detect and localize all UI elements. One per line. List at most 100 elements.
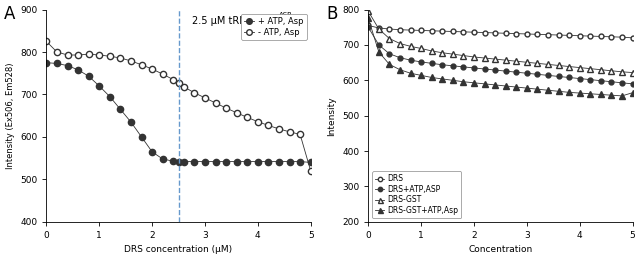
DRS-GST [618, 70, 626, 73]
+ ATP, Asp [190, 160, 198, 163]
+ ATP, Asp [254, 160, 262, 163]
Y-axis label: Intensity (Ex506, Em528): Intensity (Ex506, Em528) [6, 62, 15, 169]
+ ATP, Asp [159, 158, 167, 161]
DRS [470, 31, 478, 34]
- ATP, Asp [254, 120, 262, 123]
DRS+ATP,ASP [491, 68, 499, 72]
DRS-GST+ATP,Asp [608, 94, 615, 97]
DRS [375, 27, 383, 30]
+ ATP, Asp [106, 95, 113, 98]
DRS+ATP,ASP [428, 62, 435, 65]
+ ATP, Asp [222, 160, 230, 163]
Line: DRS-GST: DRS-GST [365, 9, 635, 75]
- ATP, Asp [201, 96, 209, 99]
DRS-GST [396, 42, 404, 45]
DRS-GST [449, 53, 456, 56]
DRS-GST [460, 54, 467, 57]
DRS-GST [544, 63, 552, 66]
DRS+ATP,ASP [502, 70, 510, 73]
X-axis label: Concentration: Concentration [469, 245, 533, 255]
DRS+ATP,ASP [365, 26, 372, 29]
DRS [365, 24, 372, 27]
DRS+ATP,ASP [417, 60, 425, 63]
+ ATP, Asp [275, 160, 283, 163]
DRS-GST [576, 66, 583, 69]
+ ATP, Asp [74, 68, 82, 72]
X-axis label: DRS concentration (μM): DRS concentration (μM) [124, 245, 233, 255]
DRS-GST+ATP,Asp [491, 83, 499, 87]
- ATP, Asp [85, 53, 92, 56]
DRS+ATP,ASP [576, 77, 583, 80]
- ATP, Asp [169, 78, 177, 81]
DRS-GST+ATP,Asp [375, 50, 383, 54]
DRS+ATP,ASP [597, 79, 604, 82]
DRS [502, 32, 510, 35]
Text: ASP: ASP [279, 12, 292, 18]
DRS [597, 35, 604, 38]
Legend: + ATP, Asp, - ATP, Asp: + ATP, Asp, - ATP, Asp [241, 14, 306, 40]
- ATP, Asp [296, 133, 304, 136]
+ ATP, Asp [169, 160, 177, 163]
DRS-GST+ATP,Asp [597, 93, 604, 96]
DRS [386, 28, 394, 31]
DRS [449, 30, 456, 33]
DRS-GST+ATP,Asp [587, 92, 594, 95]
- ATP, Asp [159, 73, 167, 76]
DRS [565, 34, 573, 37]
DRS-GST [597, 68, 604, 71]
DRS-GST [438, 51, 446, 54]
DRS [512, 32, 520, 35]
DRS-GST [481, 56, 488, 60]
DRS-GST [523, 61, 531, 64]
DRS [481, 31, 488, 34]
+ ATP, Asp [180, 160, 188, 163]
+ ATP, Asp [286, 160, 294, 163]
Line: + ATP, Asp: + ATP, Asp [43, 60, 314, 166]
Line: DRS-GST+ATP,Asp: DRS-GST+ATP,Asp [365, 16, 635, 99]
+ ATP, Asp [96, 84, 103, 88]
- ATP, Asp [265, 124, 272, 127]
DRS-GST [428, 49, 435, 53]
+ ATP, Asp [148, 150, 156, 153]
DRS-GST+ATP,Asp [576, 92, 583, 95]
+ ATP, Asp [63, 64, 71, 67]
+ ATP, Asp [201, 160, 209, 163]
DRS-GST+ATP,Asp [629, 91, 637, 94]
DRS-GST [629, 71, 637, 74]
- ATP, Asp [190, 91, 198, 94]
DRS+ATP,ASP [587, 78, 594, 81]
DRS [460, 30, 467, 34]
DRS+ATP,ASP [533, 73, 541, 76]
DRS-GST+ATP,Asp [481, 82, 488, 86]
Text: 2.5 μM tRNA: 2.5 μM tRNA [192, 16, 253, 26]
Legend: DRS, DRS+ATP,ASP, DRS-GST, DRS-GST+ATP,Asp: DRS, DRS+ATP,ASP, DRS-GST, DRS-GST+ATP,A… [372, 171, 462, 218]
DRS-GST+ATP,Asp [417, 74, 425, 77]
DRS-GST [386, 37, 394, 40]
DRS+ATP,ASP [460, 65, 467, 68]
DRS [629, 36, 637, 40]
DRS [523, 32, 531, 36]
DRS [407, 29, 415, 32]
DRS-GST+ATP,Asp [533, 88, 541, 91]
- ATP, Asp [138, 63, 146, 66]
- ATP, Asp [127, 59, 135, 62]
DRS+ATP,ASP [407, 58, 415, 62]
DRS [554, 34, 562, 37]
Text: A: A [4, 5, 15, 23]
DRS-GST+ATP,Asp [502, 84, 510, 88]
DRS-GST [491, 57, 499, 61]
DRS+ATP,ASP [512, 71, 520, 74]
DRS [587, 35, 594, 38]
DRS+ATP,ASP [608, 80, 615, 83]
DRS-GST+ATP,Asp [396, 68, 404, 71]
+ ATP, Asp [296, 160, 304, 163]
DRS-GST+ATP,Asp [438, 77, 446, 81]
- ATP, Asp [307, 169, 315, 172]
- ATP, Asp [117, 56, 124, 60]
DRS+ATP,ASP [438, 63, 446, 66]
DRS-GST [417, 47, 425, 50]
DRS [608, 35, 615, 38]
Line: DRS+ATP,ASP: DRS+ATP,ASP [366, 25, 635, 86]
+ ATP, Asp [212, 160, 219, 163]
DRS+ATP,ASP [396, 56, 404, 59]
